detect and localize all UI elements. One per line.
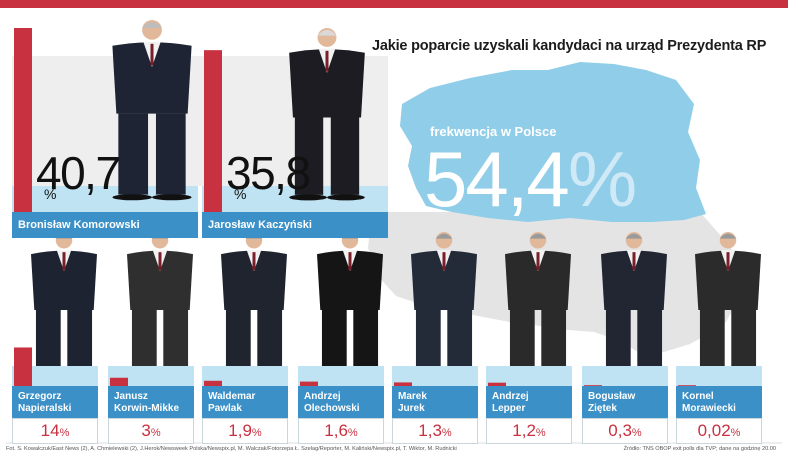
value-unit: % xyxy=(347,427,358,439)
name-label-jurek: Marek Jurek xyxy=(392,386,478,424)
bar-zietek xyxy=(584,385,602,386)
value-label-korwin-mikke: 3% xyxy=(108,418,194,444)
value-number: 3 xyxy=(141,421,151,440)
value-label-komorowski: 40,7 xyxy=(36,147,121,199)
chart-title: Jakie poparcie uzyskali kandydaci na urz… xyxy=(372,38,767,54)
bar-lepper xyxy=(488,382,506,386)
turnout-unit: % xyxy=(567,135,637,223)
value-label-morawiecki: 0,02% xyxy=(676,418,762,444)
pedestal-lepper xyxy=(486,366,572,386)
name-label-zietek: Bogusław Ziętek xyxy=(582,386,668,424)
name-label-pawlak: Waldemar Pawlak xyxy=(202,386,288,424)
last-name: Jurek xyxy=(398,402,425,414)
pedestal-napieralski xyxy=(12,366,98,386)
pedestal-zietek xyxy=(582,366,668,386)
figure-kaczynski xyxy=(289,28,365,201)
value-label-olechowski: 1,6% xyxy=(298,418,384,444)
pedestal-jurek xyxy=(392,366,478,386)
name-label-kaczynski: Jarosław Kaczyński xyxy=(202,212,388,238)
first-name: Kornel xyxy=(682,391,714,402)
value-label-zietek: 0,3% xyxy=(582,418,668,444)
first-name: Andrzej xyxy=(304,391,341,402)
name-label-napieralski: Grzegorz Napieralski xyxy=(12,386,98,424)
name-label-morawiecki: Kornel Morawiecki xyxy=(676,386,762,424)
value-unit: % xyxy=(730,427,741,439)
unit-label-kaczynski: % xyxy=(234,186,247,202)
value-unit: % xyxy=(251,427,262,439)
bar-korwin-mikke xyxy=(110,377,128,386)
last-name: Ziętek xyxy=(588,402,617,414)
last-name: Napieralski xyxy=(18,402,72,414)
value-label-lepper: 1,2% xyxy=(486,418,572,444)
map-poland-shape xyxy=(400,62,706,222)
bar-jurek xyxy=(394,382,412,386)
pedestal-pawlak xyxy=(202,366,288,386)
value-number: 1,9 xyxy=(228,421,252,440)
pedestal-korwin-mikke xyxy=(108,366,194,386)
footer: Fot. S. Kowalczuk/East News (2), A. Chmi… xyxy=(6,446,782,452)
value-label-pawlak: 1,9% xyxy=(202,418,288,444)
first-name: Waldemar xyxy=(208,391,256,402)
last-name: Korwin-Mikke xyxy=(114,402,180,414)
value-number: 14 xyxy=(40,421,60,440)
first-name: Janusz xyxy=(114,391,148,402)
figure-napieralski xyxy=(31,232,97,383)
turnout-number: 54,4 xyxy=(424,135,570,223)
bar-olechowski xyxy=(300,381,318,386)
pedestal-olechowski xyxy=(298,366,384,386)
value-unit: % xyxy=(150,427,161,439)
first-name: Bogusław xyxy=(588,391,636,402)
value-unit: % xyxy=(535,427,546,439)
name-label-korwin-mikke: Janusz Korwin-Mikke xyxy=(108,386,194,424)
value-number: 1,6 xyxy=(324,421,348,440)
value-label-jurek: 1,3% xyxy=(392,418,478,444)
photo-credits: Fot. S. Kowalczuk/East News (2), A. Chmi… xyxy=(6,446,457,452)
last-name: Olechowski xyxy=(304,402,360,414)
turnout-label: frekwencja w Polsce xyxy=(430,124,557,139)
last-name: Lepper xyxy=(492,402,526,414)
first-name: Andrzej xyxy=(492,391,529,402)
top-red-stripe xyxy=(0,0,788,8)
name-label-olechowski: Andrzej Olechowski xyxy=(298,386,384,424)
last-name: Pawlak xyxy=(208,402,242,414)
pedestal-morawiecki xyxy=(676,366,762,386)
value-unit: % xyxy=(441,427,452,439)
bar-pawlak xyxy=(204,380,222,386)
figure-komorowski xyxy=(112,20,192,201)
value-number: 0,02 xyxy=(697,421,731,440)
value-unit: % xyxy=(59,427,70,439)
value-label-napieralski: 14% xyxy=(12,418,98,444)
value-unit: % xyxy=(631,427,642,439)
first-name: Marek xyxy=(398,391,427,402)
value-number: 1,2 xyxy=(512,421,536,440)
first-name: Grzegorz xyxy=(18,391,62,402)
value-number: 0,3 xyxy=(608,421,632,440)
last-name: Morawiecki xyxy=(682,402,736,414)
turnout-value: 54,4% xyxy=(424,140,637,218)
bar-napieralski xyxy=(14,347,32,386)
bar-komorowski xyxy=(14,28,32,212)
value-number: 1,3 xyxy=(418,421,442,440)
source-note: Źródło: TNS OBOP exit polls dla TVP; dan… xyxy=(623,446,776,452)
unit-label-komorowski: % xyxy=(44,186,57,202)
name-label-komorowski: Bronisław Komorowski xyxy=(12,212,198,238)
bar-morawiecki xyxy=(678,385,696,386)
name-label-lepper: Andrzej Lepper xyxy=(486,386,572,424)
bar-kaczynski xyxy=(204,50,222,213)
value-label-kaczynski: 35,8 xyxy=(226,147,311,199)
